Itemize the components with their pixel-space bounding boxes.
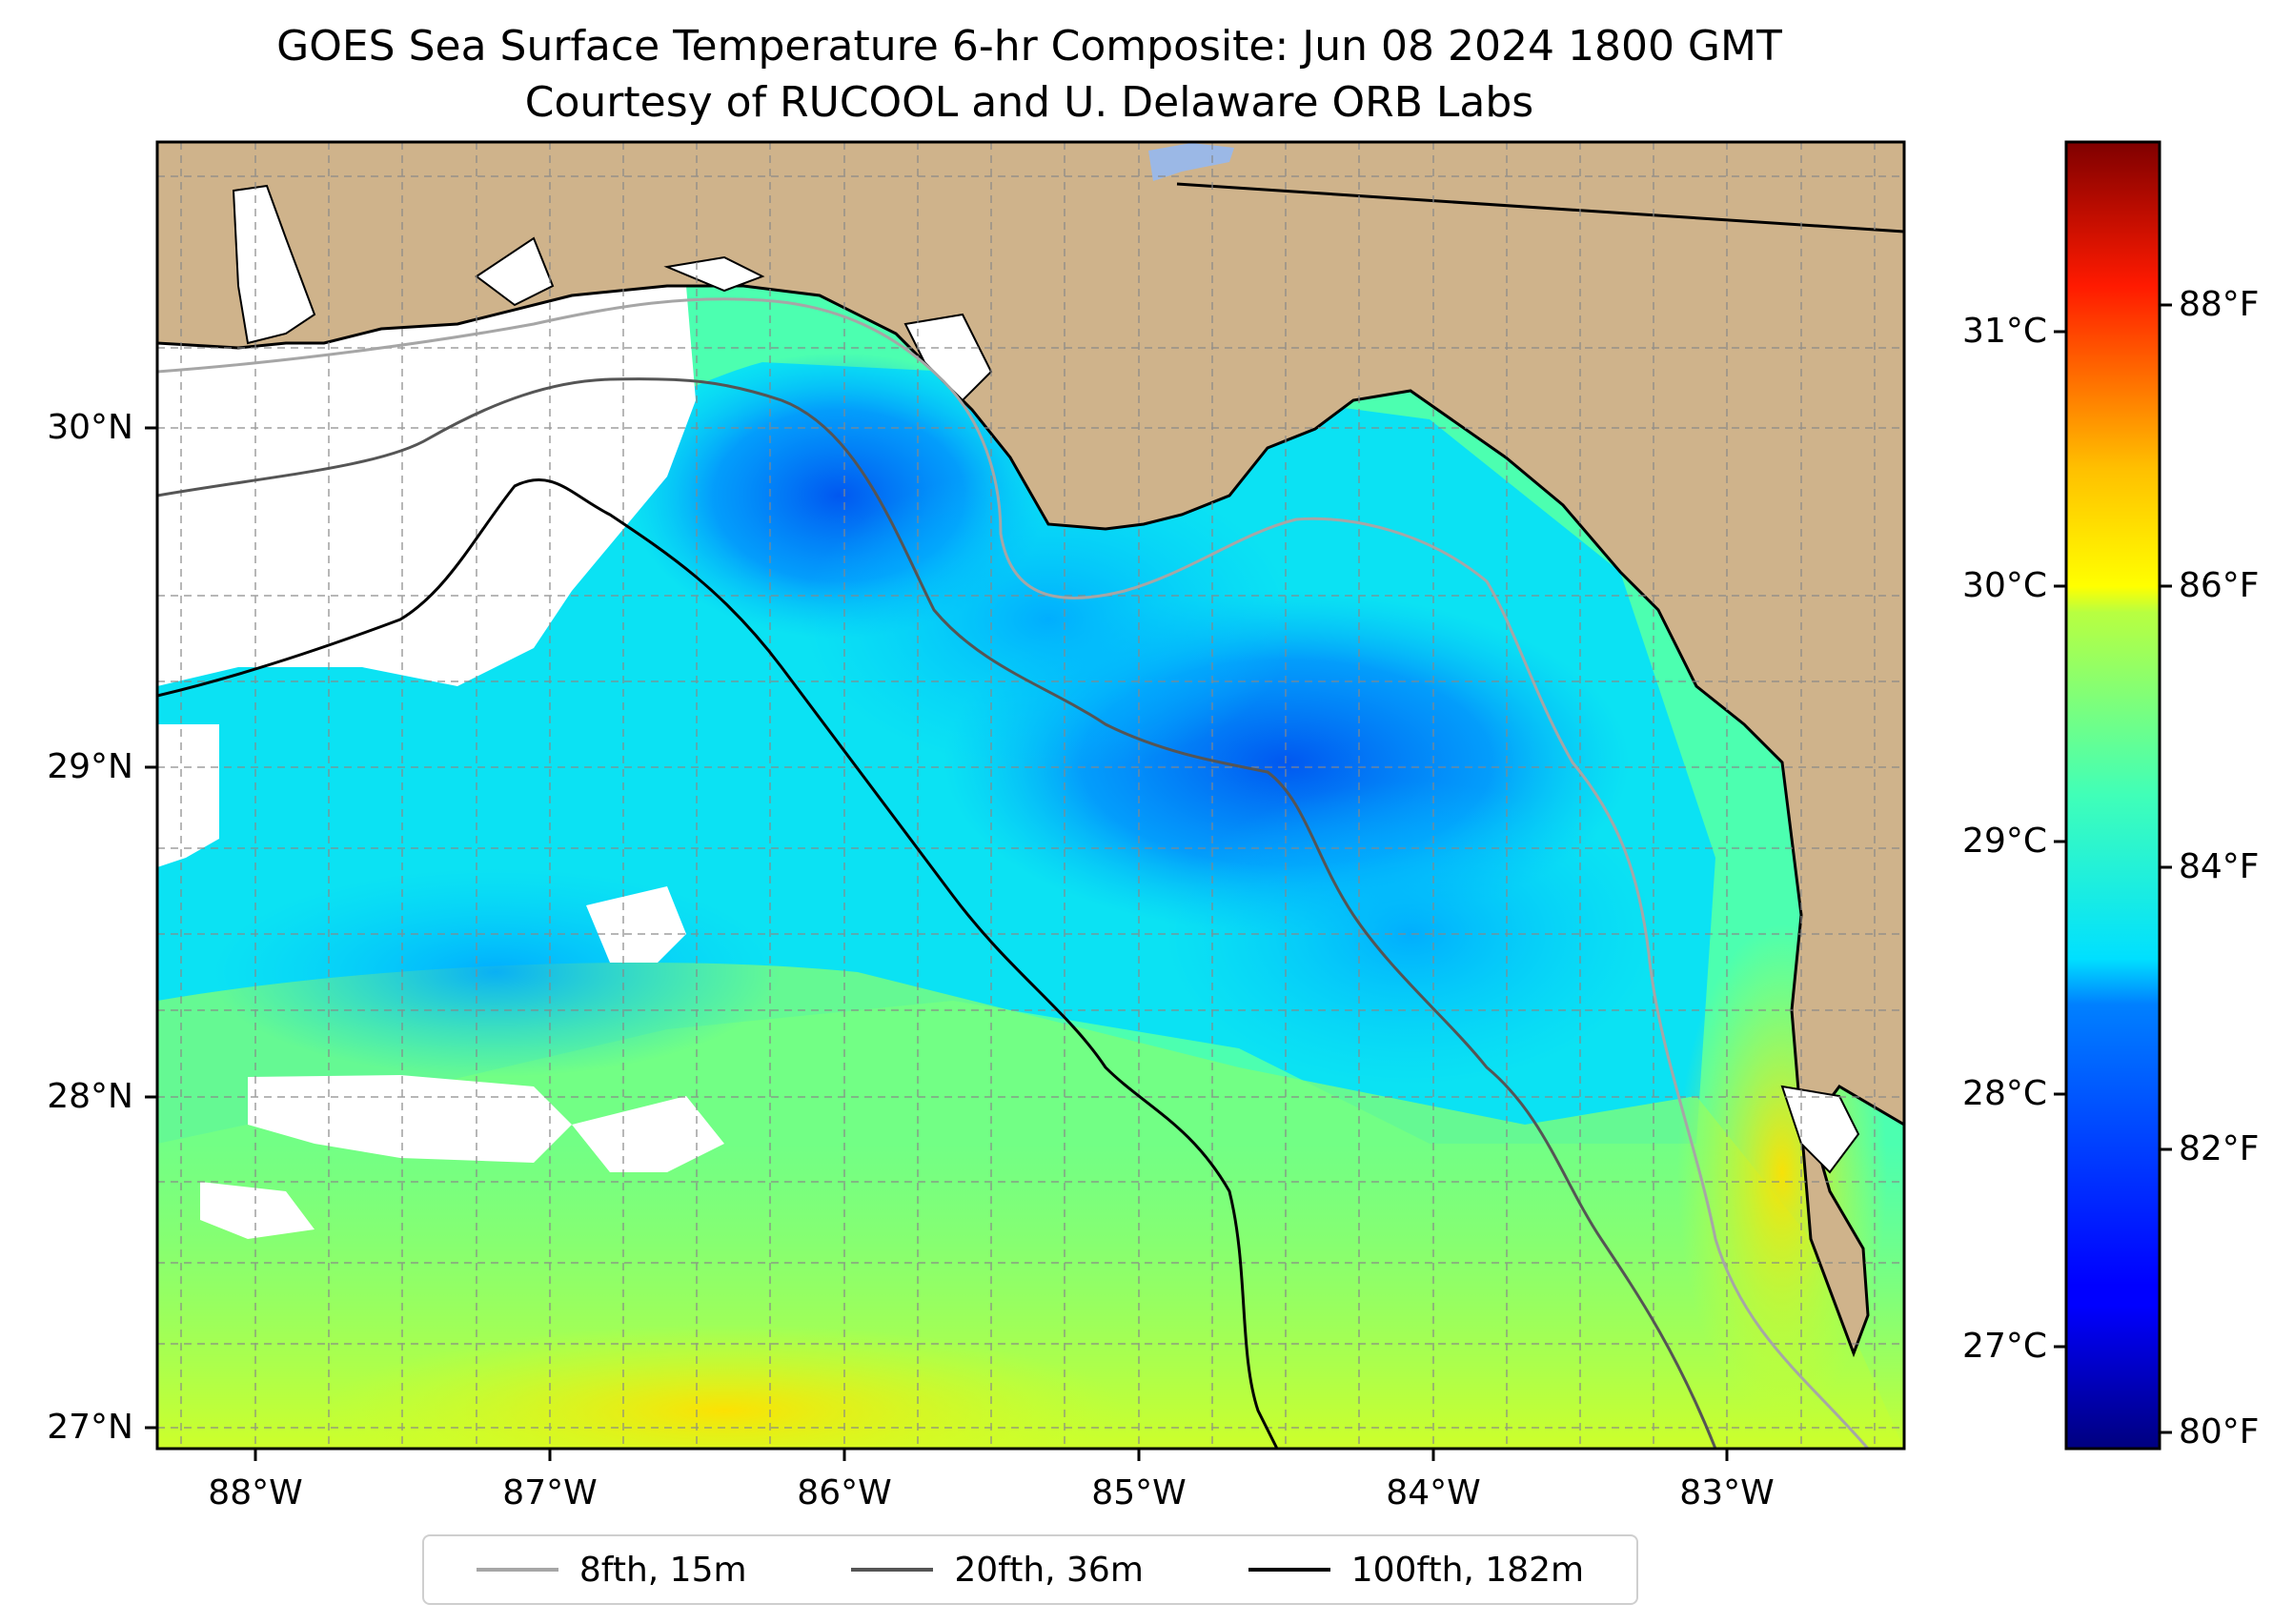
lat-label-28: 28°N — [47, 1077, 133, 1116]
isobath-8fth — [157, 297, 1870, 1449]
colorbar-fahrenheit-80: 80°F — [2179, 1412, 2260, 1451]
colorbar-fahrenheit-86: 86°F — [2179, 566, 2260, 605]
legend-line-100fth — [1248, 1568, 1330, 1572]
legend-item-8fth: 8fth, 15m — [476, 1550, 747, 1590]
title-line-1: GOES Sea Surface Temperature 6-hr Compos… — [276, 22, 1782, 71]
legend-line-8fth — [476, 1568, 558, 1572]
lon-label-83: 83°W — [1679, 1473, 1775, 1512]
colorbar-celsius-30: 30°C — [1962, 566, 2047, 605]
colorbar — [2064, 140, 2161, 1451]
lon-label-87: 87°W — [502, 1473, 598, 1512]
legend-item-100fth: 100fth, 182m — [1248, 1551, 1584, 1590]
state-boundary — [1176, 182, 1904, 233]
colorbar-celsius-31: 31°C — [1962, 312, 2047, 351]
legend-item-20fth: 20fth, 36m — [851, 1551, 1144, 1590]
lat-label-30: 30°N — [47, 408, 133, 447]
lon-label-85: 85°W — [1091, 1473, 1187, 1512]
sst-field — [157, 142, 1904, 1449]
isobath-100fth — [157, 477, 1279, 1449]
isobath-20fth — [157, 377, 1717, 1449]
gridlines — [157, 142, 1904, 1449]
colorbar-fahrenheit-82: 82°F — [2179, 1129, 2260, 1168]
colorbar-celsius-29: 29°C — [1962, 822, 2047, 861]
lon-label-88: 88°W — [208, 1473, 303, 1512]
map-frame — [155, 140, 1906, 1451]
axis-ticks — [145, 426, 1729, 1461]
lat-label-27: 27°N — [47, 1408, 133, 1447]
land-mass — [157, 142, 1904, 1358]
legend: 8fth, 15m 20fth, 36m 100fth, 182m — [422, 1534, 1638, 1605]
colorbar-celsius-28: 28°C — [1962, 1074, 2047, 1113]
legend-label-8fth: 8fth, 15m — [578, 1550, 747, 1590]
legend-line-20fth — [851, 1568, 934, 1572]
colorbar-fahrenheit-88: 88°F — [2179, 285, 2260, 324]
lon-label-86: 86°W — [797, 1473, 892, 1512]
lake — [1148, 143, 1234, 181]
lat-label-29: 29°N — [47, 747, 133, 786]
legend-label-20fth: 20fth, 36m — [954, 1550, 1144, 1590]
title-line-2: Courtesy of RUCOOL and U. Delaware ORB L… — [524, 78, 1534, 127]
lon-label-84: 84°W — [1386, 1473, 1481, 1512]
colorbar-ticks — [2054, 303, 2172, 1434]
colorbar-fahrenheit-84: 84°F — [2179, 847, 2260, 886]
legend-label-100fth: 100fth, 182m — [1350, 1550, 1585, 1590]
colorbar-celsius-27: 27°C — [1962, 1327, 2047, 1366]
